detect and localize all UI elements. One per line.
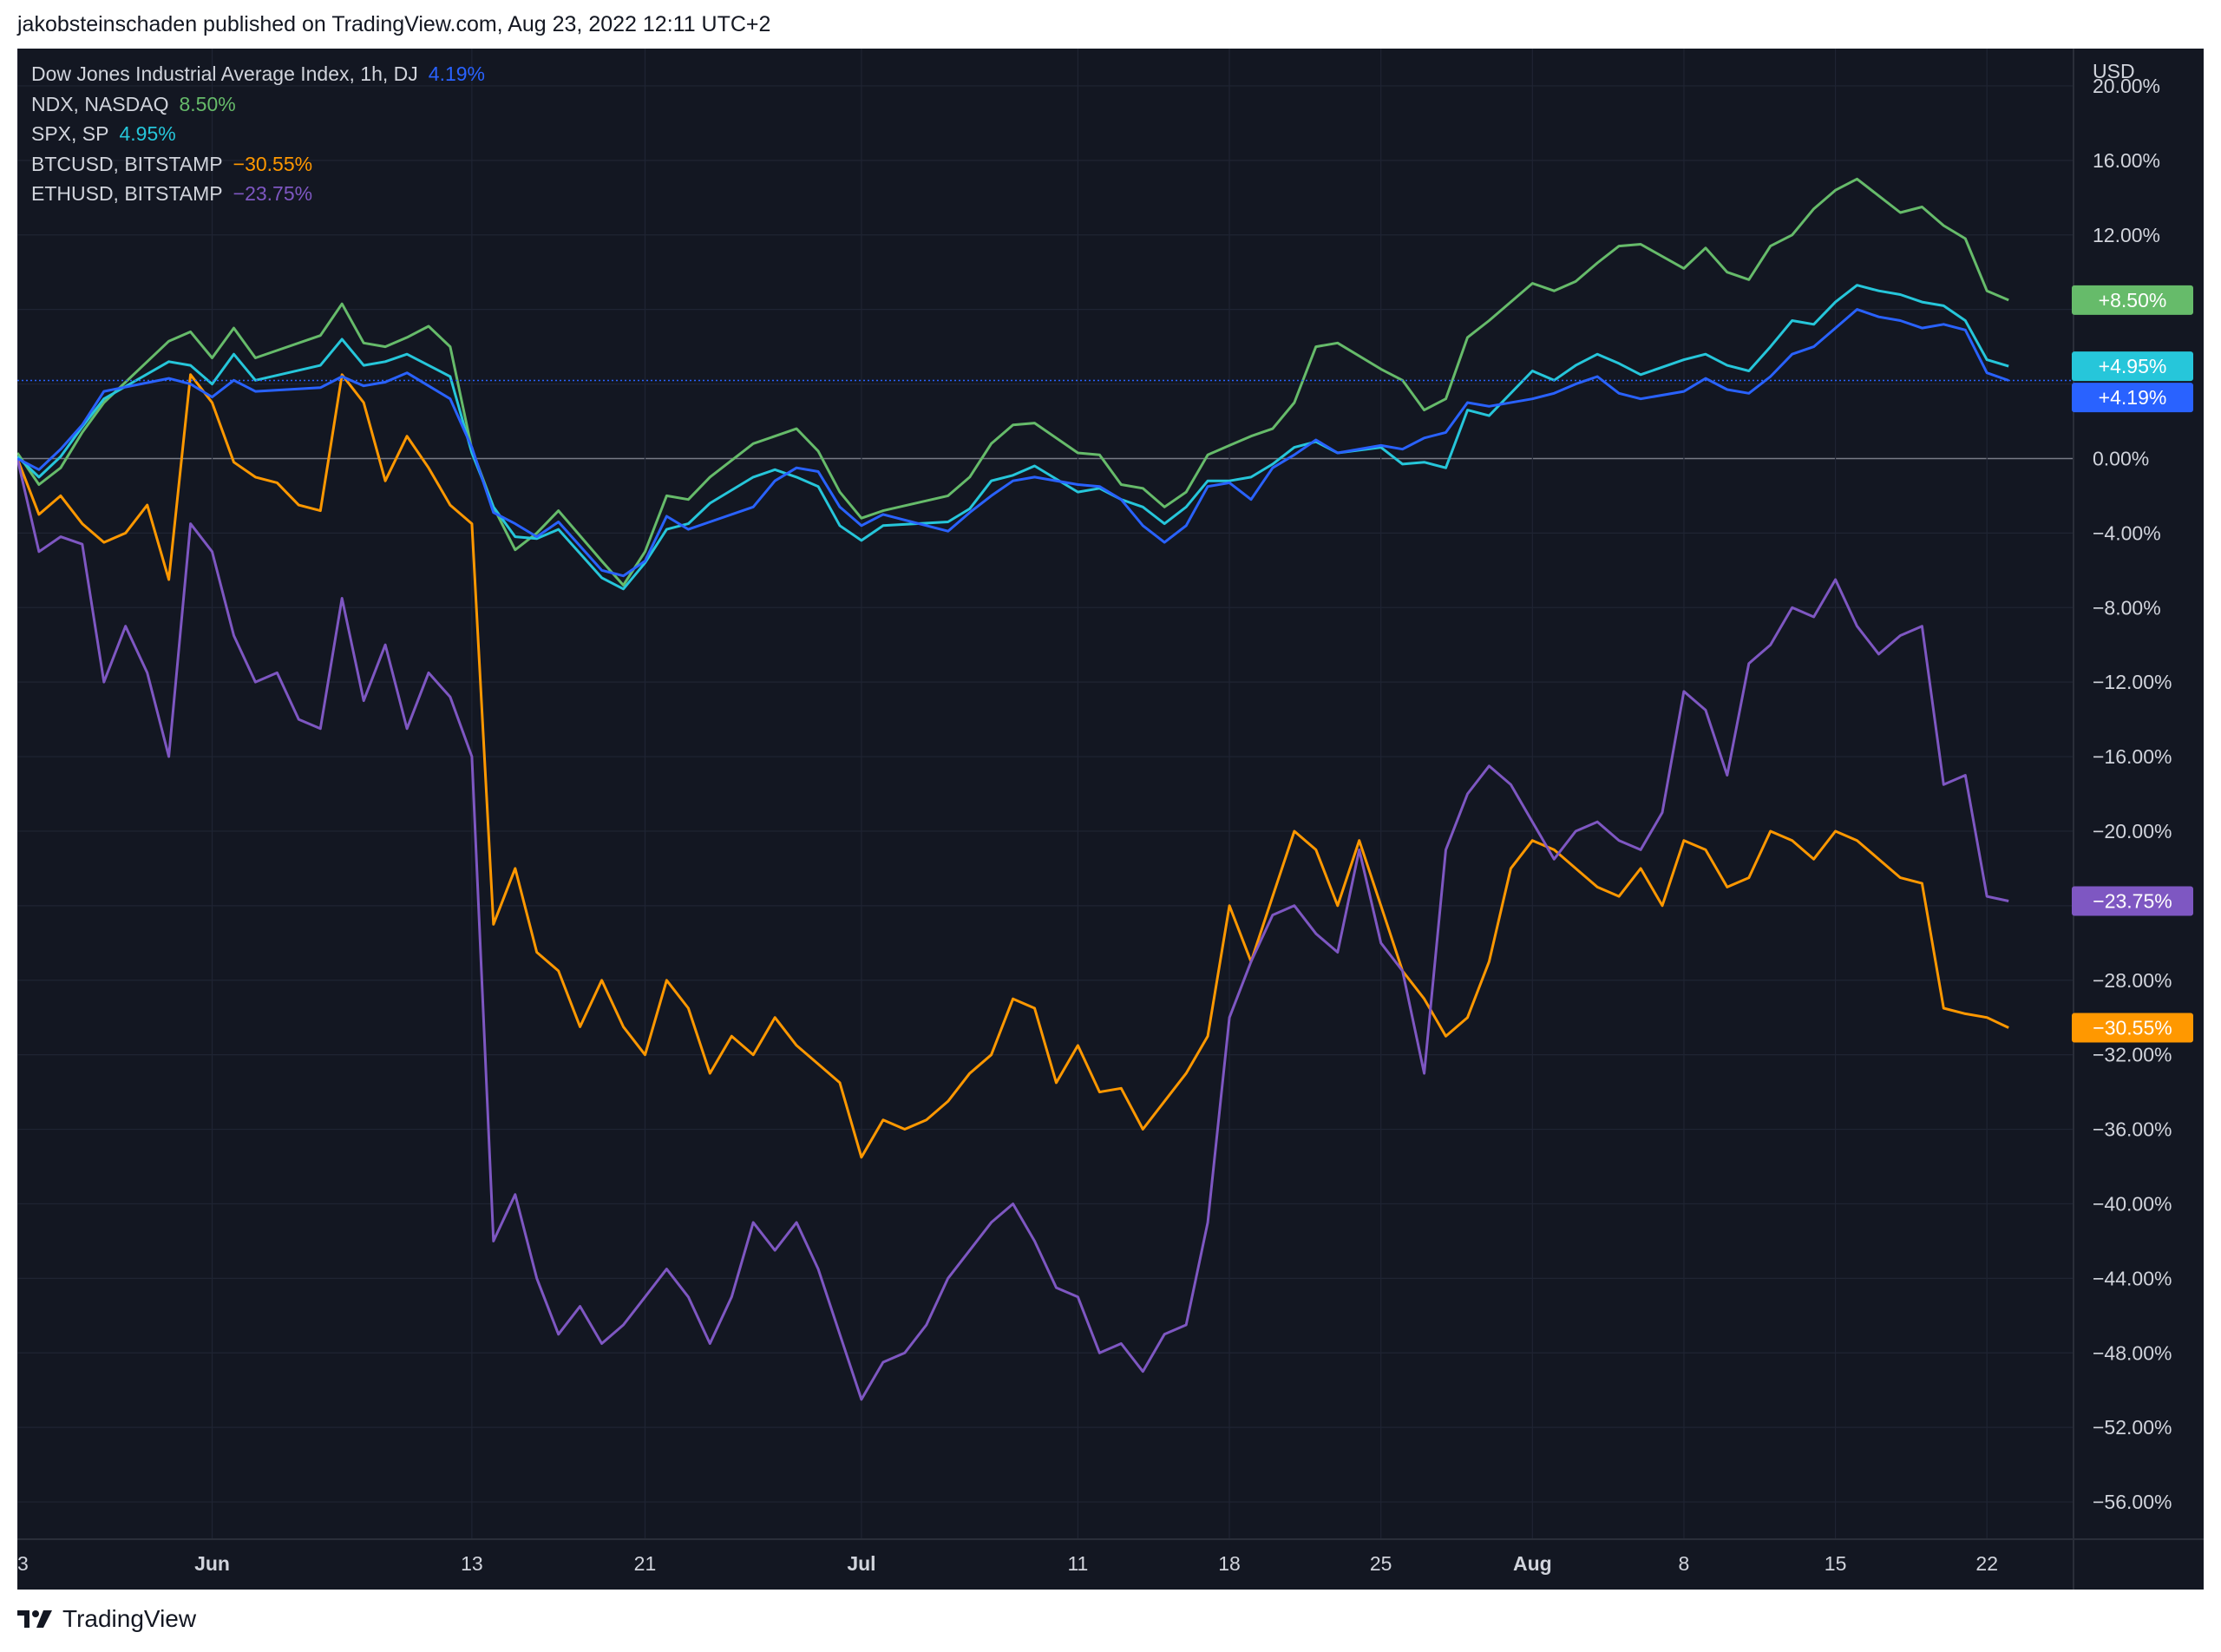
legend-series-name: Dow Jones Industrial Average Index, 1h, … [31, 62, 418, 85]
header-bar: jakobsteinschaden published on TradingVi… [0, 0, 2221, 49]
brand-name: TradingView [62, 1605, 197, 1632]
comparison-chart[interactable]: USD 20.00% 16.00% 12.00% 0.00% −4.00% −8.00% −… [17, 49, 2204, 1590]
tradingview-logo-icon [17, 1610, 52, 1628]
chart-background [17, 49, 2204, 1590]
last-value-badge-text: −23.75% [2093, 889, 2172, 912]
y-tick-label: −28.00% [2093, 969, 2172, 992]
legend-series-value: 4.19% [428, 62, 485, 85]
x-tick-label: 23 [17, 1552, 29, 1575]
series-line [17, 284, 2009, 591]
last-value-badge-text: +4.19% [2099, 386, 2167, 409]
y-tick-label: −56.00% [2093, 1491, 2172, 1513]
y-tick-label: −20.00% [2093, 820, 2172, 842]
x-tick-label: 18 [1218, 1552, 1241, 1575]
y-tick-label: −36.00% [2093, 1118, 2172, 1141]
y-tick-label: 16.00% [2093, 149, 2160, 172]
last-value-badge [2072, 1013, 2193, 1043]
last-value-badge [2072, 351, 2193, 382]
y-tick-label: −44.00% [2093, 1267, 2172, 1289]
last-value-badges: +8.50% +4.95% +4.19% −23.75% −30.55% [2072, 285, 2193, 1043]
series-line [17, 458, 2009, 1401]
y-tick-label: −40.00% [2093, 1192, 2172, 1215]
y-tick-label: 12.00% [2093, 224, 2160, 246]
x-tick-label: Aug [1513, 1552, 1552, 1575]
x-tick-label: 21 [634, 1552, 657, 1575]
y-tick-label: 20.00% [2093, 75, 2160, 97]
grid-layer [17, 49, 2074, 1539]
last-value-badge-text: −30.55% [2093, 1017, 2172, 1039]
chart-panel[interactable]: USD 20.00% 16.00% 12.00% 0.00% −4.00% −8.00% −… [17, 49, 2204, 1590]
legend-row-ndx[interactable]: NDX, NASDAQ 8.50% [31, 89, 485, 120]
x-tick-label: Jul [847, 1552, 875, 1575]
legend-series-name: ETHUSD, BITSTAMP [31, 182, 223, 205]
x-tick-label: 11 [1067, 1552, 1088, 1575]
x-tick-label: 22 [1975, 1552, 1998, 1575]
legend-row-spx[interactable]: SPX, SP 4.95% [31, 119, 485, 149]
legend-series-name: NDX, NASDAQ [31, 92, 169, 115]
last-value-badge [2072, 285, 2193, 315]
legend-series-name: SPX, SP [31, 122, 109, 145]
legend-series-name: BTCUSD, BITSTAMP [31, 152, 223, 175]
legend-row-btcusd[interactable]: BTCUSD, BITSTAMP −30.55% [31, 149, 485, 180]
series-legend: Dow Jones Industrial Average Index, 1h, … [31, 59, 485, 209]
y-tick-label: −52.00% [2093, 1416, 2172, 1439]
x-tick-label: 25 [1370, 1552, 1392, 1575]
y-tick-label: −16.00% [2093, 745, 2172, 768]
legend-series-value: −23.75% [233, 182, 313, 205]
series-line [17, 177, 2009, 587]
series-layer [17, 177, 2074, 1401]
y-tick-label: −8.00% [2093, 596, 2161, 619]
tradingview-brand[interactable]: TradingView [17, 1605, 196, 1633]
currency-label: USD [2093, 60, 2135, 82]
last-value-badge [2072, 886, 2193, 916]
y-tick-label: −48.00% [2093, 1341, 2172, 1364]
footer-bar: TradingView [0, 1590, 2221, 1652]
legend-series-value: −30.55% [233, 152, 313, 175]
y-tick-label: −12.00% [2093, 671, 2172, 693]
series-line [17, 373, 2009, 1159]
series-line [17, 308, 2009, 578]
x-tick-label: 15 [1825, 1552, 1847, 1575]
x-tick-label: 13 [461, 1552, 483, 1575]
last-value-badge-text: +8.50% [2099, 289, 2167, 311]
time-axis[interactable]: 23 Jun 13 21 Jul 11 18 25 Aug 8 15 22 [17, 1552, 1998, 1575]
legend-series-value: 8.50% [179, 92, 236, 115]
y-tick-label: 0.00% [2093, 447, 2149, 469]
legend-row-ethusd[interactable]: ETHUSD, BITSTAMP −23.75% [31, 179, 485, 209]
last-value-badge [2072, 383, 2193, 413]
legend-row-dj[interactable]: Dow Jones Industrial Average Index, 1h, … [31, 59, 485, 89]
legend-series-value: 4.95% [119, 122, 176, 145]
published-credit: jakobsteinschaden published on TradingVi… [17, 12, 771, 36]
last-value-badge-text: +4.95% [2099, 355, 2167, 377]
y-tick-label: −32.00% [2093, 1044, 2172, 1066]
x-tick-label: Jun [194, 1552, 230, 1575]
y-tick-label: −4.00% [2093, 521, 2161, 544]
x-tick-label: 8 [1679, 1552, 1690, 1575]
price-axis[interactable]: 20.00% 16.00% 12.00% 0.00% −4.00% −8.00% −12.0… [2093, 75, 2172, 1513]
